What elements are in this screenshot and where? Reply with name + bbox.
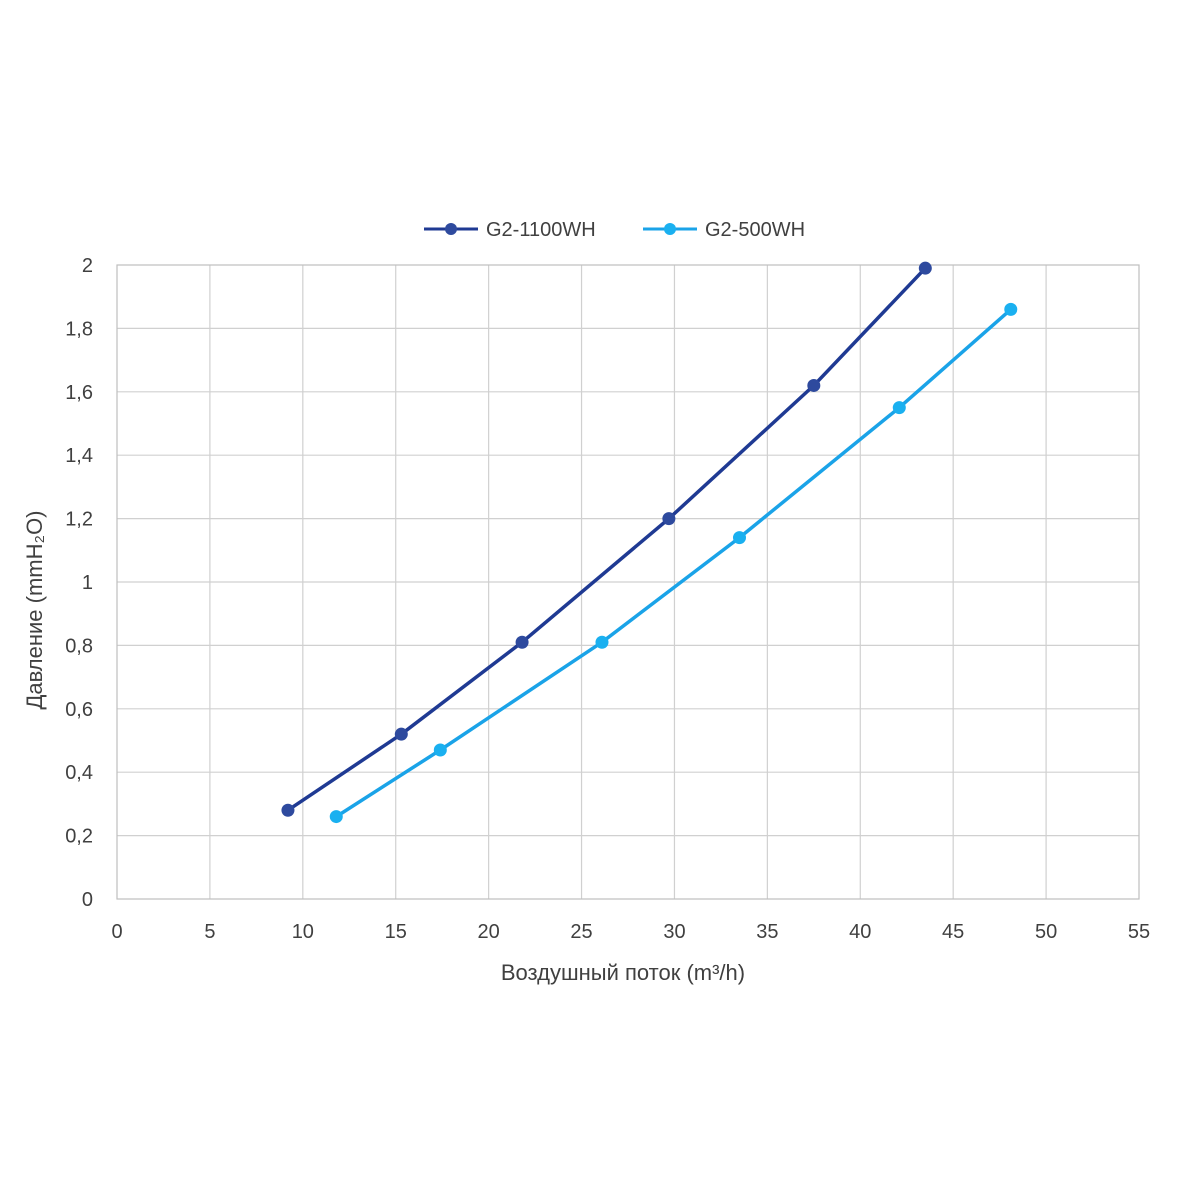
- legend-label: G2-500WH: [705, 219, 805, 241]
- x-tick-label: 40: [849, 921, 871, 943]
- data-point: [433, 743, 447, 757]
- y-tick-label: 2: [82, 255, 93, 277]
- x-axis-title: Воздушный поток (m³/h): [501, 960, 745, 985]
- data-point: [329, 810, 343, 824]
- y-tick-label: 0,6: [65, 699, 93, 721]
- legend-item-g2-500wh: G2-500WH: [643, 219, 805, 241]
- plot-area-border: [116, 264, 1140, 900]
- data-point: [394, 727, 408, 741]
- x-tick-label: 0: [111, 921, 122, 943]
- x-tick-label: 55: [1128, 921, 1150, 943]
- data-point: [732, 531, 746, 545]
- data-point: [281, 803, 295, 817]
- y-tick-label: 1,6: [65, 382, 93, 404]
- x-tick-label: 10: [292, 921, 314, 943]
- x-tick-label: 5: [204, 921, 215, 943]
- x-tick-label: 20: [478, 921, 500, 943]
- y-tick-label: 1,4: [65, 445, 93, 467]
- data-point: [918, 261, 932, 275]
- y-axis-title: Давление (mmH₂O): [22, 510, 47, 709]
- legend-label: G2-1100WH: [486, 219, 596, 241]
- x-tick-label: 25: [570, 921, 592, 943]
- data-point: [892, 401, 906, 415]
- grid: [117, 265, 1139, 899]
- x-tick-label: 30: [663, 921, 685, 943]
- data-point: [515, 635, 529, 649]
- x-tick-label: 50: [1035, 921, 1057, 943]
- legend-item-g2-1100wh: G2-1100WH: [424, 219, 596, 241]
- x-tick-label: 45: [942, 921, 964, 943]
- y-tick-label: 1,8: [65, 318, 93, 340]
- y-tick-label: 1,2: [65, 509, 93, 531]
- data-point: [1004, 302, 1018, 316]
- y-tick-label: 0,4: [65, 762, 93, 784]
- legend-swatch-marker: [445, 223, 457, 235]
- x-tick-label: 35: [756, 921, 778, 943]
- data-point: [662, 512, 676, 526]
- series-layer: [281, 261, 1018, 824]
- series-line: [335, 308, 1012, 819]
- series-g2-500wh: [329, 302, 1018, 824]
- series-line: [287, 266, 927, 812]
- legend: G2-1100WH G2-500WH: [424, 219, 805, 241]
- y-axis-ticks: 0 0,2 0,4 0,6 0,8 1 1,2 1,4 1,6 1,8 2: [65, 255, 93, 911]
- series-g2-1100wh: [281, 261, 932, 817]
- y-tick-label: 0,8: [65, 635, 93, 657]
- data-point: [807, 378, 821, 392]
- x-axis-ticks: 0 5 10 15 20 25 30 35 40 45 50 55: [111, 921, 1150, 943]
- data-point: [595, 635, 609, 649]
- legend-swatch-marker: [664, 223, 676, 235]
- y-tick-label: 0: [82, 889, 93, 911]
- x-tick-label: 15: [385, 921, 407, 943]
- y-tick-label: 0,2: [65, 826, 93, 848]
- y-tick-label: 1: [82, 572, 93, 594]
